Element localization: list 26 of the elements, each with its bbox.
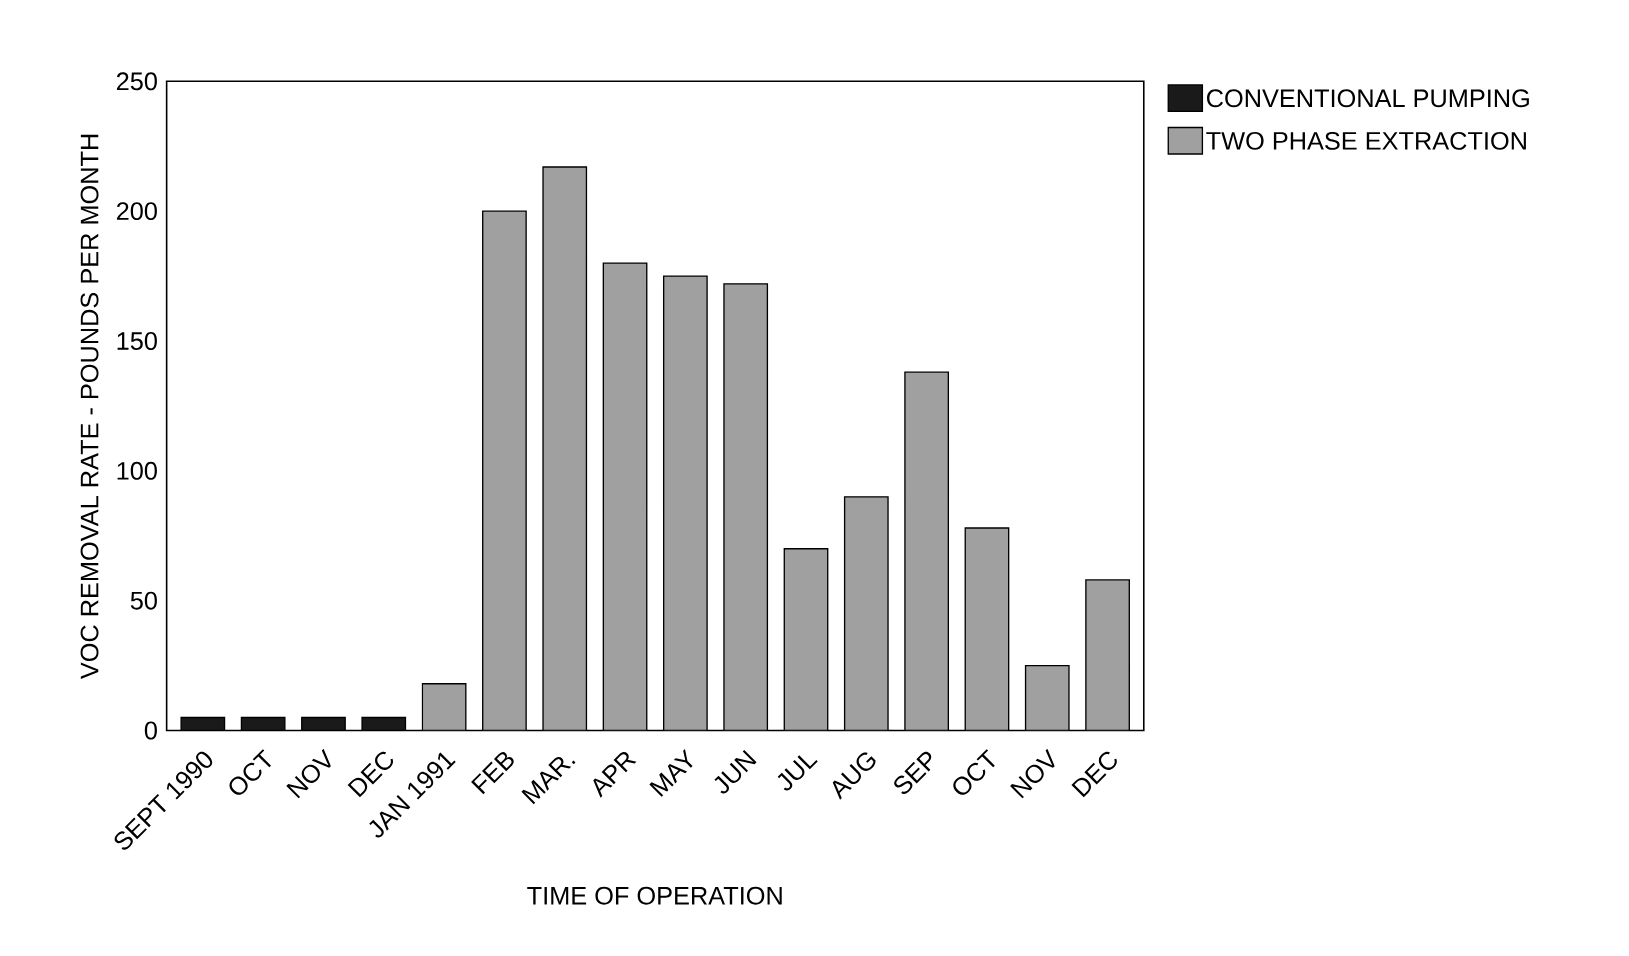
y-tick-label: 0 <box>144 721 157 740</box>
y-tick-label: 100 <box>117 461 157 480</box>
y-tick-label: 50 <box>130 591 157 610</box>
bar <box>543 167 587 731</box>
bar <box>784 548 828 731</box>
bar <box>422 683 466 731</box>
bar <box>301 717 346 731</box>
bar <box>723 283 768 731</box>
bar <box>663 276 708 731</box>
bar <box>844 496 889 731</box>
x-axis-title: TIME OF OPERATION <box>527 886 782 905</box>
x-tick-label: FEB <box>471 752 514 795</box>
y-tick-label: 250 <box>116 72 157 91</box>
legend-label: CONVENTIONAL PUMPING <box>1207 89 1529 108</box>
bar <box>482 211 527 731</box>
y-axis-title: VOC REMOVAL RATE - POUNDS PER MONTH <box>80 134 99 680</box>
bar <box>1085 579 1130 731</box>
y-tick-label: 200 <box>116 202 157 221</box>
x-tick-label: JUL <box>777 755 818 791</box>
legend-label: TWO PHASE EXTRACTION <box>1206 132 1526 150</box>
bar <box>965 528 1009 731</box>
bar <box>1025 665 1069 731</box>
bar <box>603 263 647 731</box>
bar <box>904 372 949 731</box>
y-tick-label: 150 <box>117 332 157 351</box>
x-tick-label: SEP <box>894 751 932 795</box>
